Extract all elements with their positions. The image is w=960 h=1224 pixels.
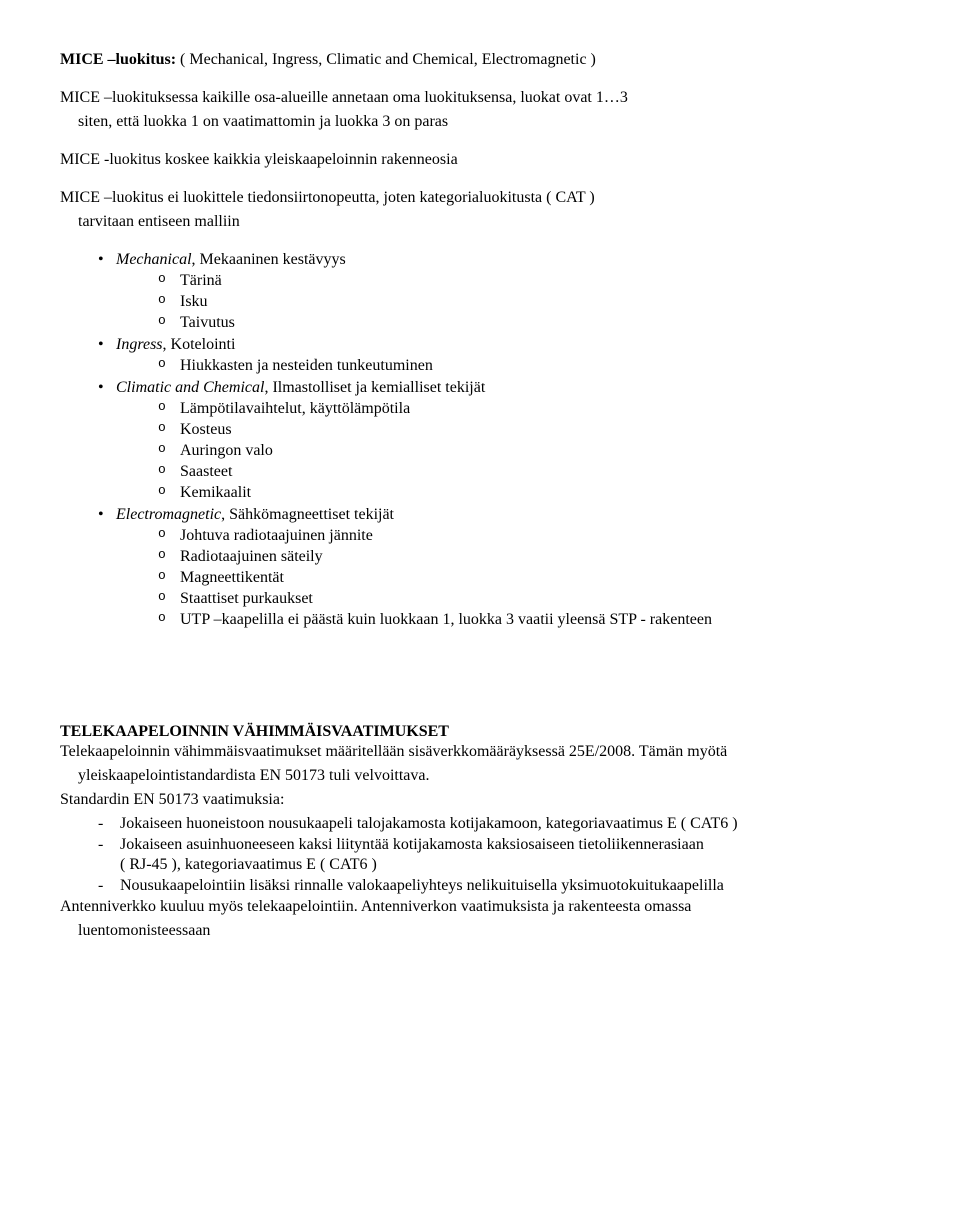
- tele-section: TELEKAAPELOINNIN VÄHIMMÄISVAATIMUKSET Te…: [60, 722, 900, 941]
- text-line: Jokaiseen asuinhuoneeseen kaksi liityntä…: [120, 836, 704, 853]
- list-item: Climatic and Chemical, Ilmastolliset ja …: [98, 378, 900, 503]
- bullet-term: Ingress: [116, 336, 163, 353]
- list-item: Johtuva radiotaajuinen jännite: [158, 526, 900, 546]
- mice-title-rest: ( Mechanical, Ingress, Climatic and Chem…: [176, 51, 596, 68]
- bullet-rest: , Kotelointi: [163, 336, 236, 353]
- text-line: ( RJ-45 ), kategoriavaatimus E ( CAT6 ): [120, 856, 377, 873]
- text-line: luentomonisteessaan: [60, 921, 900, 941]
- mice-para-2: MICE -luokitus koskee kaikkia yleiskaape…: [60, 150, 900, 170]
- mice-title-line: MICE –luokitus: ( Mechanical, Ingress, C…: [60, 50, 900, 70]
- bullet-rest: , Ilmastolliset ja kemialliset tekijät: [264, 379, 485, 396]
- list-item: Mechanical, Mekaaninen kestävyys Tärinä …: [98, 250, 900, 333]
- list-item: Nousukaapelointiin lisäksi rinnalle valo…: [98, 876, 900, 896]
- sub-list: Lämpötilavaihtelut, käyttölämpötila Kost…: [116, 399, 900, 503]
- list-item: Isku: [158, 292, 900, 312]
- text-line: tarvitaan entiseen malliin: [60, 212, 900, 232]
- list-item: Jokaiseen huoneistoon nousukaapeli taloj…: [98, 814, 900, 834]
- sub-list: Johtuva radiotaajuinen jännite Radiotaaj…: [116, 526, 900, 630]
- bullet-term: Climatic and Chemical: [116, 379, 264, 396]
- list-item: Staattiset purkaukset: [158, 589, 900, 609]
- text-line: Standardin EN 50173 vaatimuksia:: [60, 790, 900, 810]
- list-item: Kemikaalit: [158, 483, 900, 503]
- text-line: MICE -luokitus koskee kaikkia yleiskaape…: [60, 150, 900, 170]
- list-item: Electromagnetic, Sähkömagneettiset tekij…: [98, 505, 900, 630]
- list-item: UTP –kaapelilla ei päästä kuin luokkaan …: [158, 610, 900, 630]
- spacer: [60, 632, 900, 722]
- mice-bullet-list: Mechanical, Mekaaninen kestävyys Tärinä …: [60, 250, 900, 630]
- text-line: siten, että luokka 1 on vaatimattomin ja…: [60, 112, 900, 132]
- tele-heading: TELEKAAPELOINNIN VÄHIMMÄISVAATIMUKSET: [60, 722, 900, 742]
- list-item: Ingress, Kotelointi Hiukkasten ja nestei…: [98, 335, 900, 376]
- mice-title-label: MICE –luokitus:: [60, 51, 176, 68]
- list-item: Radiotaajuinen säteily: [158, 547, 900, 567]
- list-item: Saasteet: [158, 462, 900, 482]
- sub-list: Hiukkasten ja nesteiden tunkeutuminen: [116, 356, 900, 376]
- text-line: Antenniverkko kuuluu myös telekaapeloint…: [60, 897, 900, 917]
- list-item: Auringon valo: [158, 441, 900, 461]
- bullet-rest: , Mekaaninen kestävyys: [192, 251, 346, 268]
- list-item: Lämpötilavaihtelut, käyttölämpötila: [158, 399, 900, 419]
- list-item: Tärinä: [158, 271, 900, 291]
- text-line: yleiskaapelointistandardista EN 50173 tu…: [60, 766, 900, 786]
- dash-list: Jokaiseen huoneistoon nousukaapeli taloj…: [60, 814, 900, 896]
- text-line: MICE –luokitus ei luokittele tiedonsiirt…: [60, 188, 900, 208]
- list-item: Kosteus: [158, 420, 900, 440]
- mice-para-3: MICE –luokitus ei luokittele tiedonsiirt…: [60, 188, 900, 232]
- mice-para-1: MICE –luokituksessa kaikille osa-alueill…: [60, 88, 900, 132]
- list-item: Magneettikentät: [158, 568, 900, 588]
- bullet-term: Electromagnetic: [116, 506, 221, 523]
- list-item: Taivutus: [158, 313, 900, 333]
- text-line: MICE –luokituksessa kaikille osa-alueill…: [60, 88, 900, 108]
- bullet-term: Mechanical: [116, 251, 192, 268]
- list-item: Hiukkasten ja nesteiden tunkeutuminen: [158, 356, 900, 376]
- list-item: Jokaiseen asuinhuoneeseen kaksi liityntä…: [98, 835, 900, 875]
- text-line: Telekaapeloinnin vähimmäisvaatimukset mä…: [60, 742, 900, 762]
- sub-list: Tärinä Isku Taivutus: [116, 271, 900, 333]
- bullet-rest: , Sähkömagneettiset tekijät: [221, 506, 394, 523]
